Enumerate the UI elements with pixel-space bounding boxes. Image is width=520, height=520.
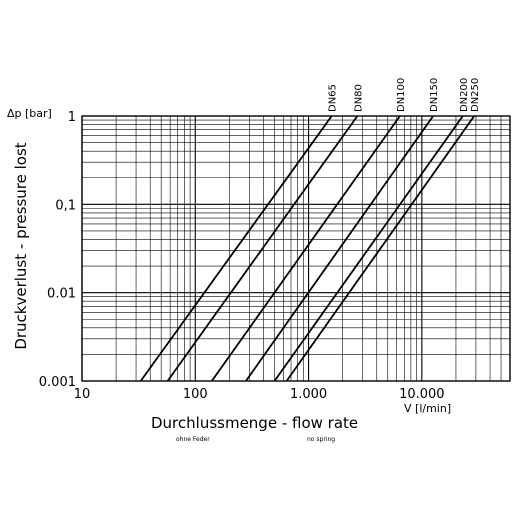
series-label-dn150: DN150 [429, 78, 440, 112]
x-tick-label: 10.000 [399, 387, 445, 402]
series-label-dn100: DN100 [396, 78, 407, 112]
series-line-dn250 [285, 115, 475, 382]
series-line-dn100 [211, 115, 401, 382]
y-tick-label: 0,1 [55, 198, 76, 213]
note-no-spring: no spring [307, 436, 335, 443]
x-tick-label: 1.000 [290, 387, 327, 402]
series-lines [139, 115, 475, 382]
x-axis-unit: V [l/min] [404, 402, 451, 415]
y-tick-label: 0.01 [47, 287, 76, 302]
y-tick-label: 1 [68, 110, 76, 125]
y-tick-labels: 1 0,1 0.01 0.001 [39, 110, 76, 390]
series-line-dn65 [139, 115, 333, 382]
x-tick-label: 10 [74, 387, 91, 402]
y-axis-title: Druckverlust - pressure lost [12, 142, 30, 349]
series-line-dn200 [273, 115, 464, 382]
x-tick-label: 100 [183, 387, 208, 402]
series-labels: DN65 DN80 DN100 DN150 DN200 DN250 [328, 78, 482, 112]
series-label-dn200: DN200 [459, 78, 470, 112]
y-axis-unit: Δp [bar] [7, 107, 52, 120]
y-tick-label: 0.001 [39, 375, 76, 390]
series-label-dn65: DN65 [328, 84, 339, 112]
series-label-dn80: DN80 [353, 84, 364, 112]
series-line-dn80 [166, 115, 359, 382]
series-line-dn150 [245, 115, 434, 382]
series-label-dn250: DN250 [470, 78, 481, 112]
plot-frame [81, 115, 511, 382]
x-axis-title: Durchlussmenge - flow rate [151, 414, 358, 432]
x-tick-labels: 10 100 1.000 10.000 [74, 387, 445, 402]
note-ohne-feder: ohne Feder [176, 436, 210, 443]
